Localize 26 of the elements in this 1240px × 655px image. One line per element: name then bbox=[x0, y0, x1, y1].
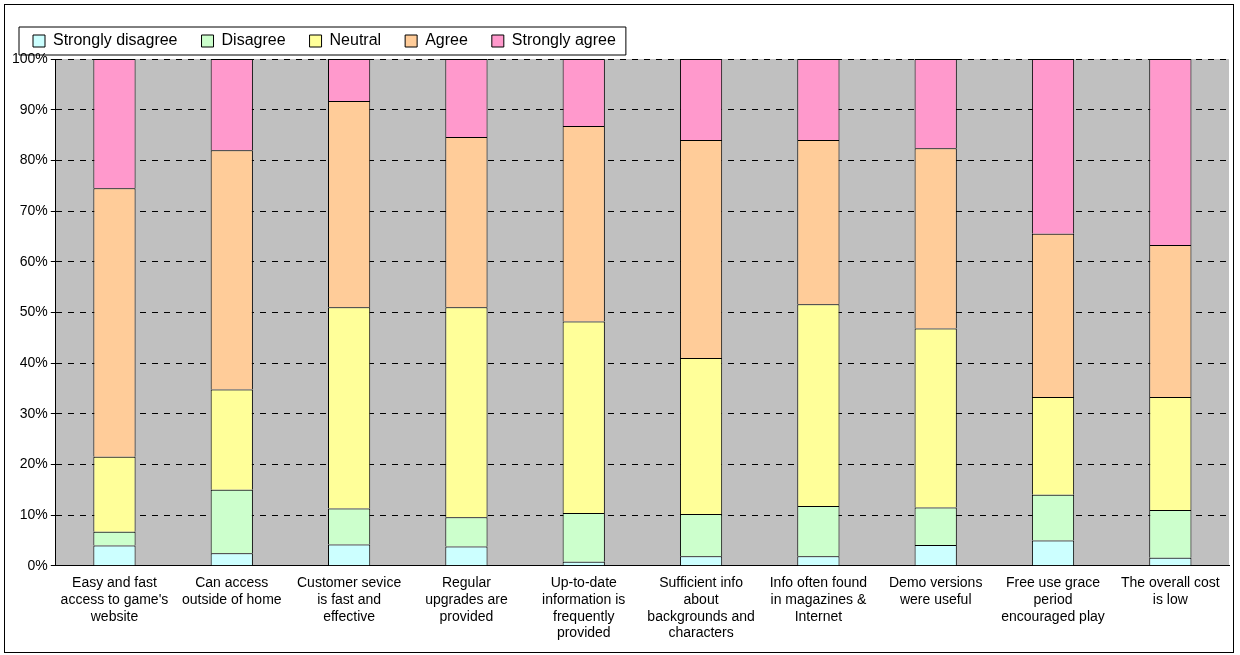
y-tick-label: 100% bbox=[11, 49, 48, 66]
x-tick-label: Up-to-date information is frequently provided bbox=[542, 574, 626, 641]
y-tick-label: 40% bbox=[19, 353, 48, 370]
x-tick-label: Info often found in magazines & Internet bbox=[769, 574, 868, 624]
y-tick-label: 30% bbox=[19, 404, 48, 421]
x-tick-label: Free use grace period encouraged play bbox=[1001, 574, 1105, 624]
y-tick-label: 90% bbox=[19, 100, 48, 117]
legend-label: Strongly disagree bbox=[53, 31, 178, 49]
x-tick-label: Regular upgrades are provided bbox=[425, 574, 508, 624]
y-tick-label: 50% bbox=[19, 303, 48, 320]
x-tick-label: Easy and fast access to game's website bbox=[60, 574, 169, 624]
y-tick-label: 0% bbox=[27, 556, 48, 573]
x-tick-label: The overall cost is low bbox=[1120, 574, 1220, 607]
x-tick-label: Customer sevice is fast and effective bbox=[296, 574, 402, 624]
legend-label: Agree bbox=[425, 31, 468, 49]
x-tick-label: Demo versions were useful bbox=[889, 574, 983, 607]
x-tick-label: Sufficient info about backgrounds and characters bbox=[647, 574, 755, 641]
y-tick-label: 20% bbox=[19, 455, 48, 472]
x-tick-label: Can access outside of home bbox=[181, 574, 282, 607]
legend-label: Neutral bbox=[329, 31, 382, 49]
legend-label: Strongly agree bbox=[511, 31, 616, 49]
y-tick-label: 80% bbox=[19, 151, 48, 168]
y-tick-label: 60% bbox=[19, 252, 48, 269]
y-tick-label: 70% bbox=[19, 201, 48, 218]
y-tick-label: 10% bbox=[19, 505, 48, 522]
legend-label: Disagree bbox=[221, 31, 286, 49]
